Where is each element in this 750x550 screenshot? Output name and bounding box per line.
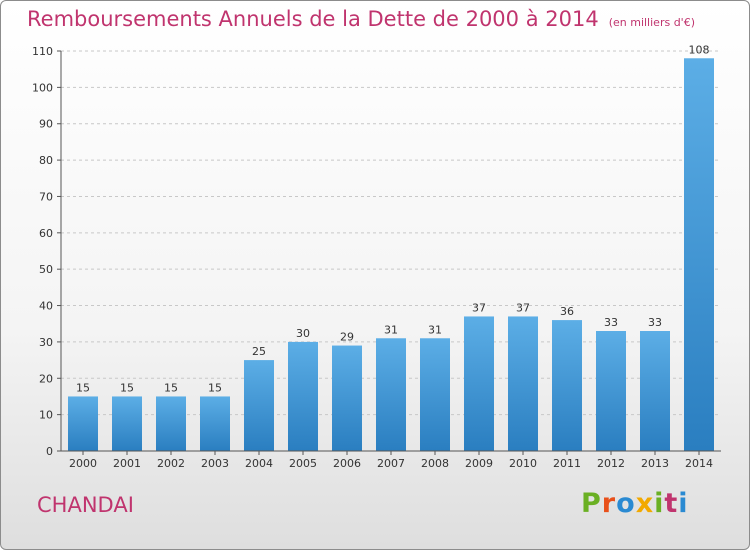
labels: 0 10 20 30 40 50 60 70 80 90 100 110 15 2000 15 2001 15 2… [32, 43, 713, 470]
value-label-2003: 15 [208, 381, 222, 394]
x-tick-label-2012: 2012 [597, 457, 625, 470]
x-tick-label-2010: 2010 [509, 457, 537, 470]
y-tick-label: 110 [32, 45, 53, 58]
value-label-2014: 108 [689, 43, 710, 56]
value-label-2011: 36 [560, 305, 574, 318]
bar-2014 [684, 58, 714, 451]
bar-2011 [552, 320, 582, 451]
bar-2003 [200, 396, 230, 451]
y-tick-label: 40 [39, 300, 53, 313]
y-tick-label: 100 [32, 81, 53, 94]
bar-2002 [156, 396, 186, 451]
value-label-2013: 33 [648, 316, 662, 329]
x-tick-label-2005: 2005 [289, 457, 317, 470]
x-tick-label-2009: 2009 [465, 457, 493, 470]
town-name: CHANDAI [37, 493, 134, 517]
value-label-2010: 37 [516, 301, 530, 314]
value-label-2002: 15 [164, 381, 178, 394]
bar-2009 [464, 316, 494, 451]
x-tick-label-2011: 2011 [553, 457, 581, 470]
y-tick-label: 60 [39, 227, 53, 240]
value-label-2001: 15 [120, 381, 134, 394]
x-tick-label-2006: 2006 [333, 457, 361, 470]
bar-2007 [376, 338, 406, 451]
value-label-2008: 31 [428, 323, 442, 336]
bar-2004 [244, 360, 274, 451]
bars [68, 58, 714, 451]
value-label-2004: 25 [252, 345, 266, 358]
bar-2001 [112, 396, 142, 451]
chart-title: Remboursements Annuels de la Dette de 20… [27, 7, 695, 31]
x-tick-label-2013: 2013 [641, 457, 669, 470]
axes [57, 50, 721, 455]
y-tick-label: 80 [39, 154, 53, 167]
logo-letter: t [664, 488, 679, 519]
bar-2005 [288, 341, 318, 451]
proxiti-logo: Proxiti [581, 488, 689, 519]
logo-letter: x [635, 488, 655, 519]
x-tick-label-2008: 2008 [421, 457, 449, 470]
chart-title-text: Remboursements Annuels de la Dette de 20… [27, 7, 599, 31]
logo-letter: i [678, 488, 689, 519]
x-tick-label-2004: 2004 [245, 457, 273, 470]
bar-2012 [596, 331, 626, 451]
x-tick-label-2014: 2014 [685, 457, 713, 470]
y-tick-label: 50 [39, 263, 53, 276]
logo-letter: r [601, 488, 617, 519]
bar-2010 [508, 316, 538, 451]
y-tick-label: 20 [39, 372, 53, 385]
logo-letter: P [581, 488, 602, 519]
value-label-2009: 37 [472, 301, 486, 314]
logo-letter: i [654, 488, 665, 519]
x-tick-label-2002: 2002 [157, 457, 185, 470]
y-tick-label: 30 [39, 336, 53, 349]
x-tick-label-2003: 2003 [201, 457, 229, 470]
x-tick-label-2000: 2000 [69, 457, 97, 470]
value-label-2005: 30 [296, 327, 310, 340]
value-label-2006: 29 [340, 331, 354, 344]
y-tick-label: 10 [39, 409, 53, 422]
x-tick-label-2001: 2001 [113, 457, 141, 470]
chart-subtitle: (en milliers d'€) [608, 16, 695, 29]
value-label-2000: 15 [76, 381, 90, 394]
x-tick-label-2007: 2007 [377, 457, 405, 470]
bar-2000 [68, 396, 98, 451]
value-label-2012: 33 [604, 316, 618, 329]
y-tick-label: 70 [39, 190, 53, 203]
bar-2006 [332, 345, 362, 451]
value-label-2007: 31 [384, 323, 398, 336]
logo-letter: o [616, 488, 636, 519]
y-tick-label: 90 [39, 118, 53, 131]
bar-2013 [640, 331, 670, 451]
bar-2008 [420, 338, 450, 451]
y-tick-label: 0 [46, 445, 53, 458]
